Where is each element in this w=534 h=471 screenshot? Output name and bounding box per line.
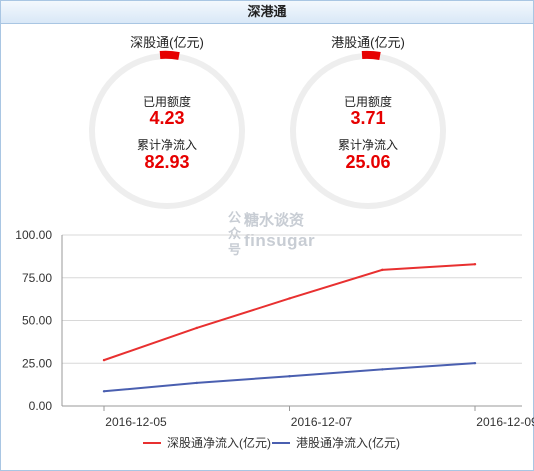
panel-title: 深港通 [1, 1, 533, 24]
used-quota-label: 已用额度 [142, 95, 191, 109]
data-point [381, 268, 384, 272]
chart-legend: 深股通净流入(亿元) 港股通净流入(亿元) [0, 430, 534, 454]
used-quota-label: 已用额度 [343, 95, 392, 109]
gauge-usage-marker [361, 50, 381, 60]
legend-swatch [143, 442, 161, 444]
data-point [288, 297, 291, 300]
y-tick-label: 75.00 [22, 271, 52, 285]
data-point [102, 390, 106, 393]
series-line [103, 263, 476, 362]
used-quota-value: 3.71 [350, 108, 386, 128]
x-tick-label: 2016-12-05 [105, 415, 167, 429]
watermark-line2: 糖水谈资 [244, 212, 305, 229]
y-tick-label: 0.00 [29, 399, 53, 413]
data-point [381, 368, 384, 371]
data-point [195, 381, 198, 385]
legend-label: 港股通净流入(亿元) [296, 436, 400, 450]
gauge-usage-marker [159, 50, 180, 60]
x-tick-label: 2016-12-09 [476, 415, 534, 429]
x-tick-label: 2016-12-07 [291, 415, 353, 429]
gauge-hk-connect: 港股通(亿元) 已用额度 3.71 累计净流入 25.06 [283, 32, 453, 212]
watermark-line3: finsugar [244, 231, 316, 250]
gauge-ring-track [89, 53, 245, 209]
net-inflow-line-chart: 100.00 75.00 50.00 25.00 0.00 2016-12-05 2016-… [15, 228, 534, 429]
gauge-title: 港股通(亿元) [331, 35, 405, 50]
data-point [102, 358, 106, 362]
legend-label: 深股通净流入(亿元) [167, 436, 271, 450]
gauge-shenzhen-connect: 深股通(亿元) 已用额度 4.23 累计净流入 82.93 [82, 32, 252, 212]
y-tick-label: 100.00 [15, 228, 52, 242]
data-point [473, 262, 477, 266]
y-tick-label: 25.00 [22, 356, 52, 370]
gauge-ring [89, 50, 245, 209]
gauge-ring-track [290, 53, 446, 209]
cumulative-inflow-value: 82.93 [144, 152, 190, 172]
watermark-line1: 公众号 [228, 210, 242, 257]
data-point [288, 375, 291, 378]
data-point [473, 361, 477, 365]
y-tick-label: 50.00 [22, 314, 52, 328]
legend-swatch [272, 442, 290, 444]
used-quota-value: 4.23 [149, 108, 185, 128]
gauge-ring [290, 50, 446, 209]
cumulative-inflow-label: 累计净流入 [136, 138, 197, 152]
cumulative-inflow-value: 25.06 [345, 152, 391, 172]
gauge-title: 深股通(亿元) [130, 35, 204, 50]
data-point [195, 326, 198, 330]
cumulative-inflow-label: 累计净流入 [337, 138, 398, 152]
